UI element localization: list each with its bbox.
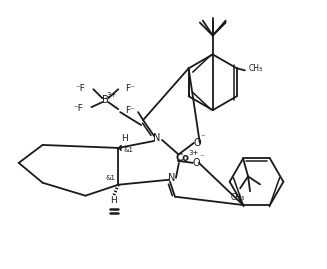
Text: 3+: 3+ <box>106 92 116 98</box>
Text: O: O <box>193 138 201 148</box>
Text: 3+: 3+ <box>189 150 199 156</box>
Text: ⁻: ⁻ <box>199 153 204 162</box>
Text: H: H <box>121 134 128 143</box>
Text: B: B <box>102 95 109 105</box>
Text: CH₃: CH₃ <box>249 64 263 73</box>
Text: &1: &1 <box>123 147 133 153</box>
Text: Co: Co <box>176 153 190 163</box>
Text: ⁻: ⁻ <box>200 133 205 143</box>
Text: ⁻F: ⁻F <box>76 84 85 93</box>
Text: H: H <box>110 196 117 205</box>
Text: N: N <box>168 173 176 183</box>
Text: CH₃: CH₃ <box>231 193 245 201</box>
Text: O: O <box>192 158 200 168</box>
Text: F⁻: F⁻ <box>125 84 135 93</box>
Polygon shape <box>118 145 121 151</box>
Text: ⁻F: ⁻F <box>74 104 83 113</box>
Text: F⁻: F⁻ <box>125 106 135 115</box>
Text: &1: &1 <box>105 175 115 181</box>
Text: N: N <box>153 133 161 143</box>
